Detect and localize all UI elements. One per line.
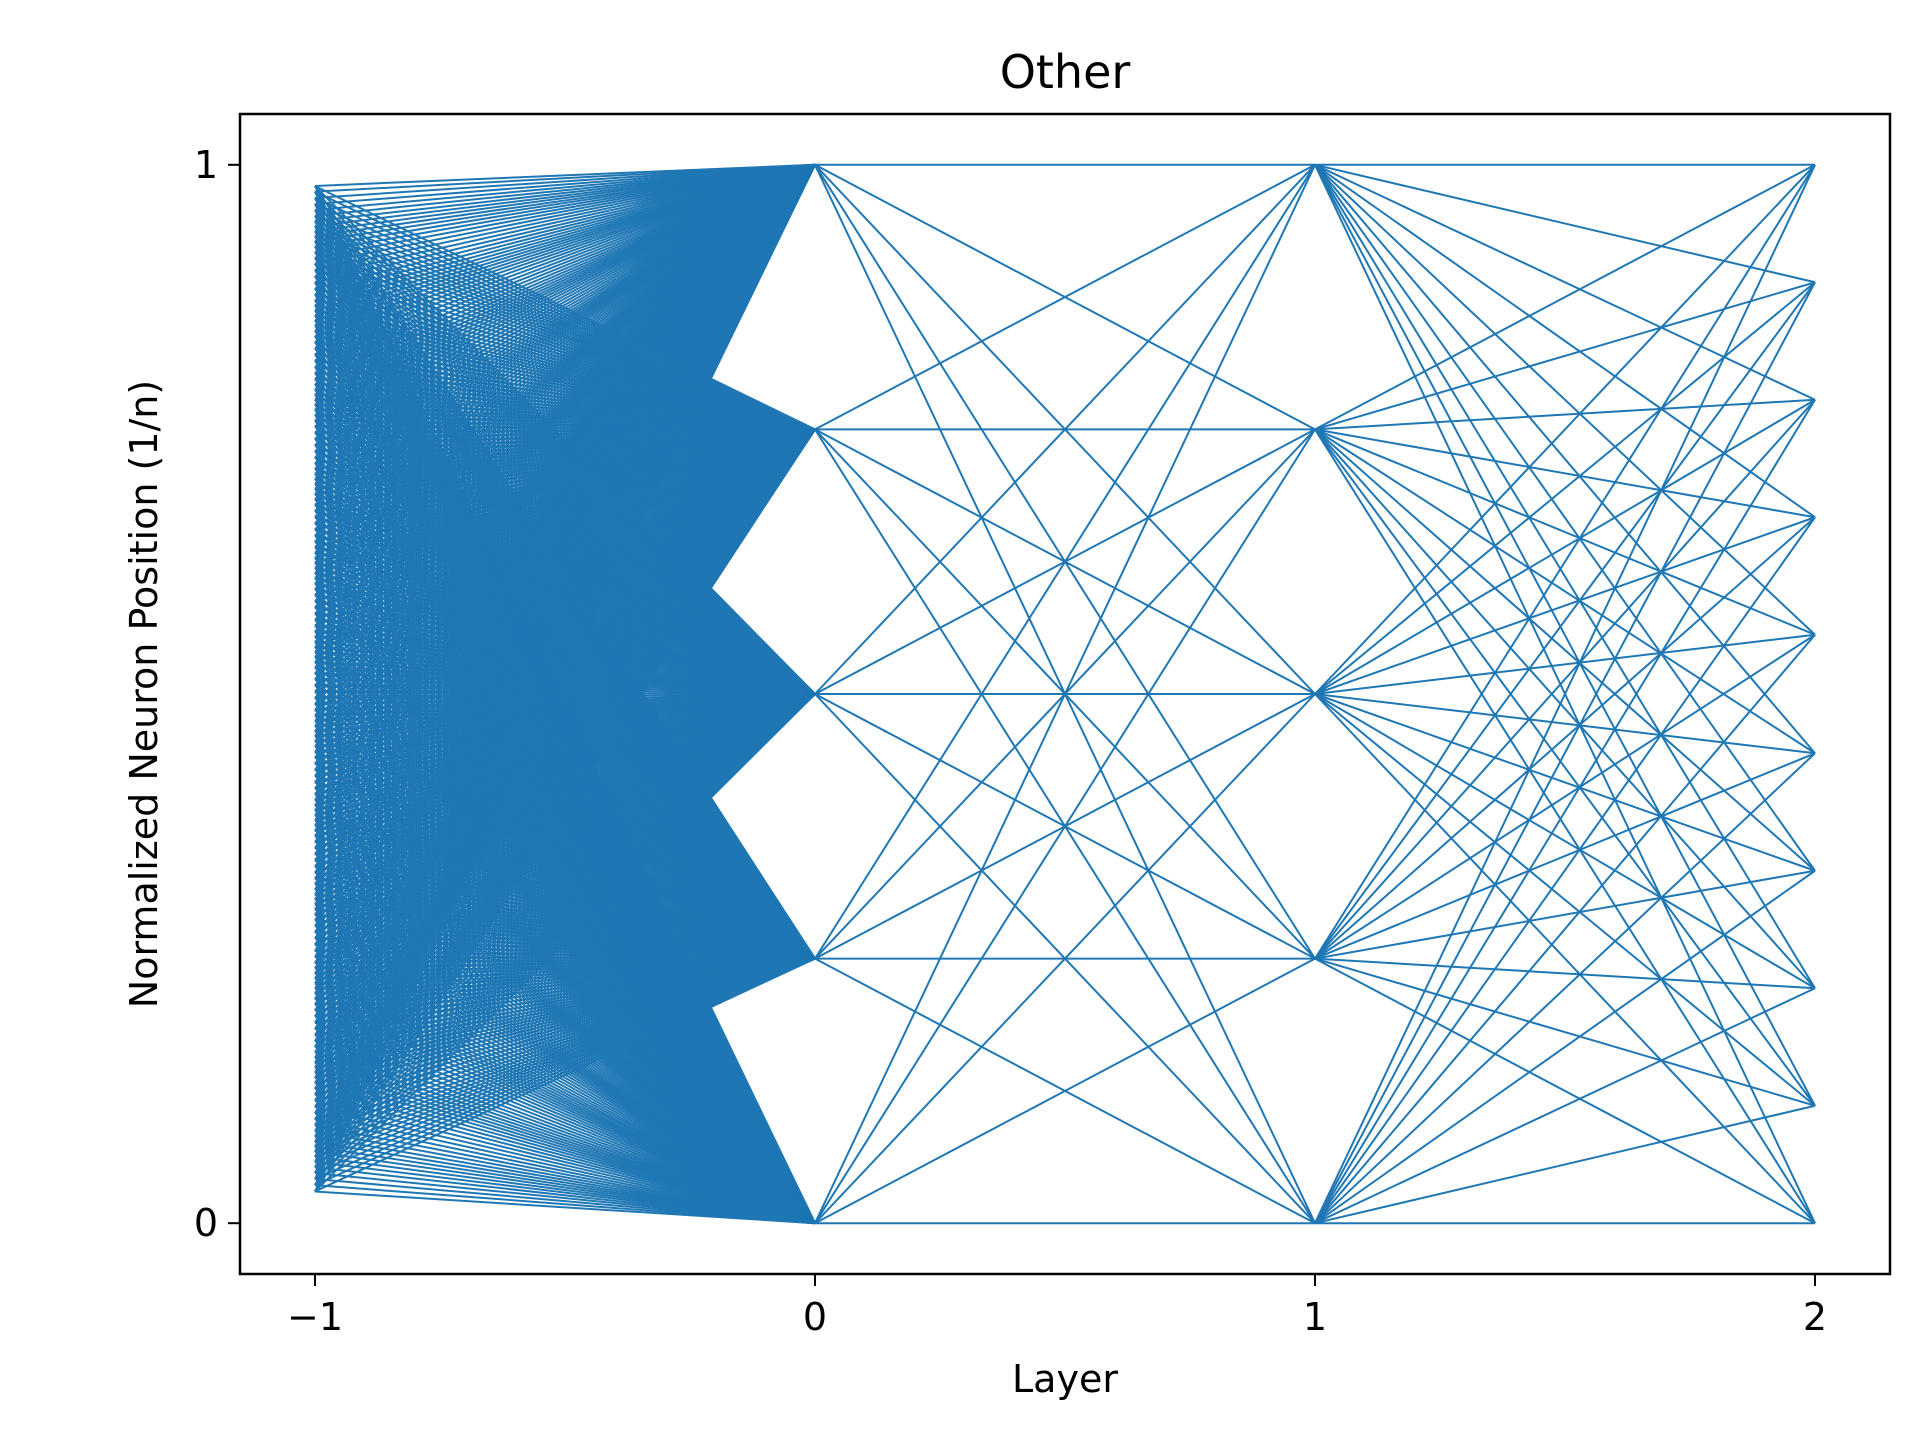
connection-line xyxy=(314,185,816,431)
connection-line xyxy=(1314,281,1816,431)
connection-line xyxy=(1314,752,1816,960)
connection-line xyxy=(1314,399,1816,1224)
x-tick-label: 2 xyxy=(1803,1295,1827,1339)
connection-line xyxy=(1314,164,1816,1107)
connection-line xyxy=(1314,163,1816,431)
connection-line xyxy=(314,1112,816,1225)
connection-line xyxy=(1314,957,1816,1225)
x-tick-label: 0 xyxy=(803,1295,827,1339)
connection-line xyxy=(1314,634,1816,1224)
connection-line xyxy=(1314,164,1816,872)
connection-line xyxy=(1314,516,1816,1224)
connection-line xyxy=(314,1118,816,1225)
connection-line xyxy=(1314,163,1816,401)
connection-line xyxy=(1314,693,1816,755)
connection-line xyxy=(1314,957,1816,990)
connection-line xyxy=(1314,428,1816,1224)
connection-line xyxy=(314,185,816,695)
connection-line xyxy=(1314,987,1816,1225)
connection-line xyxy=(1314,633,1816,960)
connection-line xyxy=(1314,693,1816,872)
x-axis-label: Layer xyxy=(1012,1357,1118,1401)
connection-line xyxy=(1314,164,1816,754)
connection-line xyxy=(314,1184,816,1225)
connection-line xyxy=(814,164,1316,960)
connection-line xyxy=(1314,281,1816,960)
connection-line xyxy=(1314,1104,1816,1225)
connection-line xyxy=(1314,516,1816,960)
connection-line xyxy=(1314,281,1816,695)
connection-line xyxy=(1314,869,1816,1225)
connection-line xyxy=(314,163,816,284)
connection-line xyxy=(314,163,816,206)
connection-line xyxy=(1314,428,1816,755)
connection-line xyxy=(1314,752,1816,1224)
x-axis-ticks: −1 0 1 2 xyxy=(287,1274,1827,1339)
connection-line xyxy=(814,957,1316,1225)
connection-line xyxy=(314,185,816,1224)
connection-line xyxy=(814,164,1316,695)
connection-line xyxy=(314,428,816,440)
connection-line xyxy=(1314,398,1816,431)
connection-line xyxy=(314,185,816,960)
connection-line xyxy=(1314,428,1816,989)
connection-line xyxy=(1314,428,1816,636)
y-tick-label: 1 xyxy=(194,143,218,187)
x-tick-label: −1 xyxy=(287,1295,343,1339)
connection-line xyxy=(814,163,1316,431)
connection-line xyxy=(1314,164,1816,695)
connection-line xyxy=(1314,693,1816,990)
connection-lines xyxy=(314,163,1816,1225)
connection-line xyxy=(1314,164,1816,636)
connection-line xyxy=(314,1190,816,1225)
connection-line xyxy=(314,163,816,199)
connection-line xyxy=(1314,399,1816,960)
x-tick-label: 1 xyxy=(1303,1295,1327,1339)
connection-line xyxy=(1314,164,1816,989)
connection-line xyxy=(1314,693,1816,1107)
connection-line xyxy=(1314,516,1816,695)
y-tick-label: 0 xyxy=(194,1201,218,1245)
connection-line xyxy=(1314,428,1816,519)
connection-line xyxy=(314,1106,816,1225)
connection-line xyxy=(814,428,1316,1224)
connection-line xyxy=(814,693,1316,1224)
connection-line xyxy=(314,163,816,187)
connection-line xyxy=(1314,398,1816,695)
connection-line xyxy=(1314,633,1816,695)
connection-line xyxy=(1314,163,1816,519)
connection-line xyxy=(1314,164,1816,960)
connection-line xyxy=(1314,163,1816,284)
connection-line xyxy=(1314,281,1816,1224)
connection-line xyxy=(1314,869,1816,960)
connection-line xyxy=(314,163,816,277)
y-axis-label: Normalized Neuron Position (1/n) xyxy=(122,380,166,1008)
connection-line xyxy=(1314,164,1816,1224)
connection-line xyxy=(814,164,1316,1224)
chart-title: Other xyxy=(1000,45,1131,99)
connection-line xyxy=(1314,693,1816,1224)
connection-line xyxy=(1314,957,1816,1107)
y-axis-ticks: 01 xyxy=(194,143,240,1245)
plot-frame xyxy=(238,112,1892,1276)
connection-line xyxy=(1314,428,1816,1107)
connection-line xyxy=(1314,428,1816,872)
